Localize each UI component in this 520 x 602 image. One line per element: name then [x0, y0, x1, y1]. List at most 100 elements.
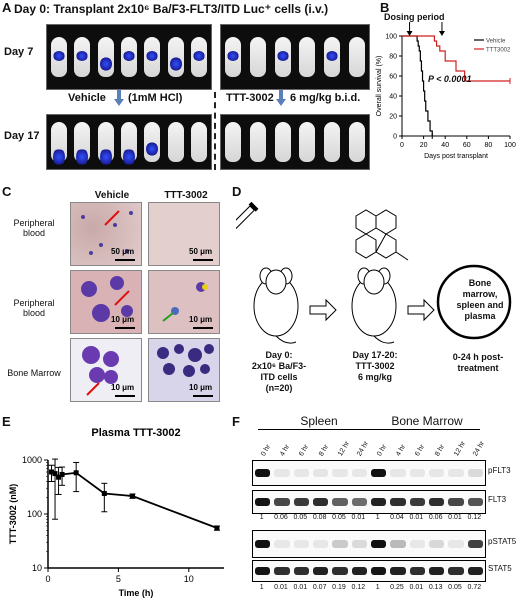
blot-band — [274, 567, 290, 575]
scale-bar — [115, 259, 135, 261]
ratio-value: 0.05 — [448, 584, 462, 591]
vehicle-dose-label: (1mM HCl) — [128, 92, 183, 104]
blot-band — [332, 567, 348, 575]
imaging-ttt-day17 — [220, 114, 370, 170]
blot-band — [429, 469, 445, 477]
blot-band — [467, 540, 483, 548]
vehicle-label: Vehicle — [68, 92, 106, 104]
mouse-image — [97, 37, 114, 77]
ratio-value: 0.01 — [274, 584, 288, 591]
ratio-value: 1 — [259, 514, 264, 521]
blot-band — [255, 498, 271, 506]
mouse-image — [167, 122, 184, 162]
blot-band — [390, 567, 406, 575]
x-tick-label: 0 — [400, 142, 404, 149]
blot-band — [313, 540, 329, 548]
mouse-image — [74, 37, 91, 77]
ratio-value: 0.07 — [312, 584, 327, 591]
y-tick-label: 100 — [385, 34, 397, 41]
blot-band — [255, 567, 271, 575]
blot-band — [448, 567, 464, 575]
mouse-image — [299, 37, 316, 77]
blot-band — [467, 469, 483, 477]
blot-band — [274, 540, 290, 548]
mouse-image — [324, 37, 340, 77]
legend-entry: Vehicle — [486, 39, 506, 45]
mouse-image — [250, 122, 266, 162]
data-point — [56, 474, 62, 480]
panel-d-label: D — [232, 184, 242, 199]
blot-band — [429, 540, 445, 548]
col-vehicle-label: Vehicle — [94, 190, 130, 201]
scale-bar — [115, 395, 135, 397]
y-tick-label: 40 — [389, 94, 397, 101]
scale-bar — [193, 259, 213, 261]
mouse-image — [50, 37, 67, 77]
marrow-bracket — [372, 429, 480, 430]
ratio-value: 0.25 — [390, 584, 404, 591]
ratio-value: 1 — [375, 584, 380, 591]
y-tick-label: 0 — [393, 134, 397, 141]
dosing-period-label: Dosing period — [384, 12, 445, 22]
p-value-label: P < 0.0001 — [428, 74, 472, 84]
time-label: 0 hr — [259, 443, 272, 458]
panel-f-label: F — [232, 414, 240, 429]
time-label: 4 hr — [395, 443, 408, 458]
blot-label-flt3: FLT3 — [488, 495, 507, 504]
ratio-value: 0.13 — [428, 584, 443, 591]
blot-pstat5 — [252, 530, 486, 558]
blot-band — [274, 469, 290, 477]
blot-band — [313, 567, 329, 575]
time-label: 8 hr — [433, 443, 446, 458]
x-tick-label: 10 — [184, 574, 194, 584]
time-label: 12 hr — [337, 440, 352, 458]
x-axis-label: Time (h) — [119, 588, 154, 598]
ratio-value: 1 — [259, 584, 264, 591]
bone-marrow-label: Bone Marrow — [391, 414, 463, 428]
flt3-ratio-row: 1 0.06 0.05 0.08 0.05 0.01 1 0.04 0.01 0.06 0.01 0.… — [252, 514, 492, 526]
scale-bar — [193, 395, 213, 397]
blot-label-stat5: STAT5 — [488, 564, 512, 573]
y-tick-label: 10 — [32, 563, 42, 573]
x-tick-label: 0 — [45, 574, 50, 584]
y-tick-label: 80 — [389, 54, 397, 61]
mouse-image — [121, 37, 137, 77]
x-axis-label: Days post transplant — [424, 153, 488, 160]
blot-band — [429, 498, 445, 506]
imaging-vehicle-day7 — [46, 24, 212, 90]
day7-label: Day 7 — [4, 46, 34, 58]
divider — [214, 92, 216, 170]
pk-chart: Plasma TTT-3002 10 100 1000 0 5 10 Time (h) TTT-… — [8, 427, 224, 598]
blot-band — [448, 469, 464, 477]
blot-band — [293, 498, 309, 506]
chart-title: Plasma TTT-3002 — [91, 427, 180, 439]
blot-label-pflt3: pFLT3 — [488, 466, 511, 475]
ratio-value: 0.01 — [448, 514, 462, 521]
blot-band — [255, 469, 271, 477]
row-label-bone-marrow: Bone Marrow — [7, 368, 61, 378]
ratio-value: 0.08 — [312, 514, 327, 521]
day17-text: Day 17-20: TTT-3002 6 mg/kg — [352, 350, 398, 382]
blot-band — [293, 469, 309, 477]
blot-band — [371, 540, 387, 548]
mouse-image — [274, 122, 291, 162]
y-axis-label: TTT-3002 (nM) — [8, 484, 18, 545]
spleen-label: Spleen — [300, 414, 338, 428]
mouse-image — [225, 37, 242, 77]
blot-stat5 — [252, 560, 486, 582]
mouse-image — [167, 37, 184, 77]
x-tick-label: 40 — [441, 142, 449, 149]
day17-label: Day 17 — [4, 130, 40, 142]
scale-bar — [115, 327, 135, 329]
mouse-image — [225, 122, 242, 162]
blot-band — [332, 540, 348, 548]
blot-band — [371, 567, 387, 575]
mouse-image — [97, 122, 114, 166]
blot-band — [390, 498, 406, 506]
mouse-image — [144, 37, 161, 77]
ratio-value: 0.05 — [332, 514, 346, 521]
data-point — [73, 470, 79, 476]
time-label: 24 hr — [356, 440, 371, 458]
day0-text: Day 0: 2x10⁶ Ba/F3- ITD cells (n=20) — [251, 350, 307, 393]
ttt-label: TTT-3002 — [226, 92, 274, 104]
